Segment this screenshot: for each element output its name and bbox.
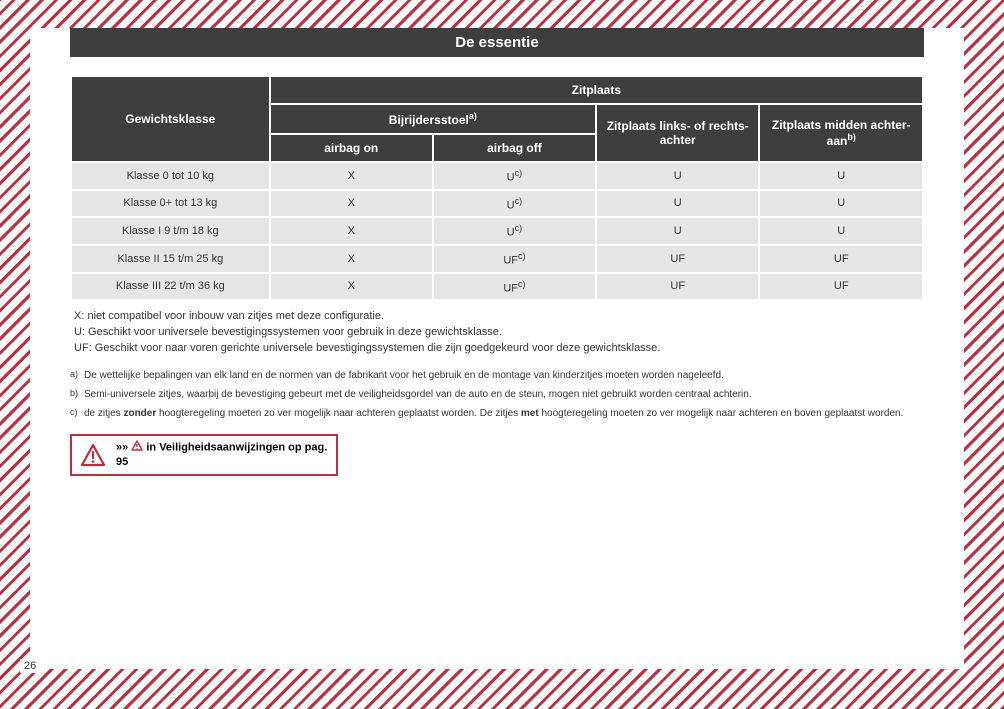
table-row: Klasse I 9 t/m 18 kgXUc)UU (72, 218, 922, 244)
footnote-c: c) de zitjes zonder hoogteregeling moete… (70, 405, 924, 422)
warning-text: »» in Veiligheidsaanwijzingen op pag. 95 (116, 440, 328, 470)
footnote-text: De wettelijke bepalingen van elk land en… (84, 367, 724, 384)
th-airbag-on: airbag on (271, 135, 432, 161)
cell-airbag-off: UFc) (434, 274, 595, 300)
table-row: Klasse II 15 t/m 25 kgXUFc)UFUF (72, 246, 922, 272)
content-area: Gewichtsklasse Zitplaats Bijrijdersstoel… (30, 75, 964, 476)
footnote-mark: a) (70, 367, 84, 384)
cell-airbag-off: UFc) (434, 246, 595, 272)
sup-a: a) (469, 111, 477, 121)
page-title: De essentie (70, 28, 924, 57)
table-row: Klasse 0+ tot 13 kgXUc)UU (72, 191, 922, 217)
cell-rear-side: UF (597, 246, 758, 272)
footnote-b: b) Semi-universele zitjes, waarbij de be… (70, 386, 924, 403)
cell-rear-side: U (597, 191, 758, 217)
sup-b: b) (847, 132, 856, 142)
cell-rear-center: UF (760, 246, 922, 272)
cell-rear-center: UF (760, 274, 922, 300)
warning-arrows: »» (116, 442, 128, 454)
warning-message: in Veiligheidsaanwijzingen op pag. 95 (116, 442, 327, 469)
th-rear-center: Zitplaats midden achter-aanb) (760, 105, 922, 161)
cell-airbag-off: Uc) (434, 191, 595, 217)
cell-airbag-on: X (271, 191, 432, 217)
cell-label: Klasse III 22 t/m 36 kg (72, 274, 269, 300)
legend-u: U: Geschikt voor universele bevestigings… (74, 325, 924, 341)
cell-label: Klasse II 15 t/m 25 kg (72, 246, 269, 272)
warning-box: »» in Veiligheidsaanwijzingen op pag. 95 (70, 434, 338, 476)
cell-rear-center: U (760, 191, 922, 217)
cell-rear-side: U (597, 218, 758, 244)
th-passenger-seat-label: Bijrijdersstoel (389, 113, 469, 127)
cell-rear-side: U (597, 163, 758, 189)
th-airbag-off: airbag off (434, 135, 595, 161)
cell-airbag-off: Uc) (434, 218, 595, 244)
cell-rear-side: UF (597, 274, 758, 300)
th-passenger-seat: Bijrijdersstoela) (271, 105, 595, 133)
table-row: Klasse 0 tot 10 kgXUc)UU (72, 163, 922, 189)
table-row: Klasse III 22 t/m 36 kgXUFc)UFUF (72, 274, 922, 300)
legend-uf: UF: Geschikt voor naar voren gerichte un… (74, 341, 924, 357)
footnote-a: a) De wettelijke bepalingen van elk land… (70, 367, 924, 384)
footnote-mark: b) (70, 386, 84, 403)
cell-rear-center: U (760, 218, 922, 244)
footnote-text: Semi-universele zitjes, waarbij de beves… (84, 386, 752, 403)
document-page: De essentie Gewichtsklasse Zitplaats Bij… (30, 28, 964, 669)
cell-label: Klasse 0+ tot 13 kg (72, 191, 269, 217)
footnote-mark: c) (70, 405, 84, 422)
warning-icon (80, 443, 106, 467)
cell-airbag-on: X (271, 218, 432, 244)
page-number: 26 (20, 659, 40, 673)
cell-airbag-off: Uc) (434, 163, 595, 189)
cell-label: Klasse I 9 t/m 18 kg (72, 218, 269, 244)
th-weight-class: Gewichtsklasse (72, 77, 269, 161)
cell-airbag-on: X (271, 246, 432, 272)
th-seat: Zitplaats (271, 77, 922, 103)
cell-airbag-on: X (271, 274, 432, 300)
cell-airbag-on: X (271, 163, 432, 189)
footnote-text: de zitjes zonder hoogteregeling moeten z… (84, 405, 903, 422)
legend-x: X: niet compatibel voor inbouw van zitje… (74, 309, 924, 325)
th-rear-center-label: Zitplaats midden achter-aan (772, 118, 911, 148)
warning-small-icon (131, 440, 143, 455)
footnotes: a) De wettelijke bepalingen van elk land… (70, 367, 924, 422)
cell-rear-center: U (760, 163, 922, 189)
compatibility-table: Gewichtsklasse Zitplaats Bijrijdersstoel… (70, 75, 924, 301)
cell-label: Klasse 0 tot 10 kg (72, 163, 269, 189)
table-legend: X: niet compatibel voor inbouw van zitje… (74, 309, 924, 357)
th-rear-side: Zitplaats links- of rechts-achter (597, 105, 758, 161)
